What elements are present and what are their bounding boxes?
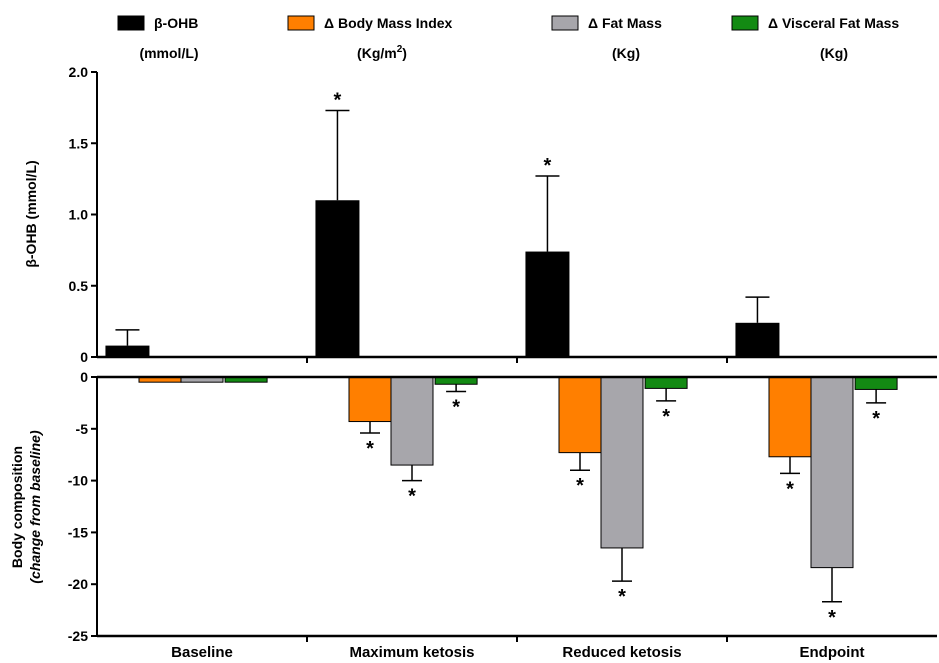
- vfat-significance-marker: *: [872, 408, 880, 430]
- bohb-significance-marker: *: [544, 155, 552, 177]
- x-category-label: Reduced ketosis: [562, 644, 681, 661]
- vfat-bar: [644, 376, 688, 389]
- bmi-significance-marker: *: [366, 438, 374, 460]
- bottom-y-tick-label: -5: [76, 421, 89, 437]
- legend-label-vfat: Δ Visceral Fat Mass: [768, 15, 899, 31]
- bottom-panel: 0 -5 -10 -15 -20 -25 Body composition (change f…: [9, 369, 898, 644]
- top-y-tick-label: 0.5: [69, 278, 89, 294]
- top-y-axis-title: β-OHB (mmol/L): [23, 160, 39, 267]
- bmi-bar: [558, 376, 602, 454]
- bohb-bar: [315, 200, 360, 357]
- bottom-y-axis-subtitle: (change from baseline): [27, 430, 43, 584]
- top-y-tick-label: 0: [80, 349, 88, 365]
- bohb-bar: [735, 322, 780, 357]
- bohb-bar: [525, 251, 570, 357]
- x-axis: Baseline Maximum ketosis Reduced ketosis En…: [97, 355, 937, 661]
- x-category-label: Endpoint: [800, 644, 865, 661]
- fat-significance-marker: *: [828, 607, 836, 629]
- fat-bar: [390, 376, 434, 466]
- top-y-tick-label: 1.5: [69, 135, 89, 151]
- bohb-bar: [105, 345, 150, 357]
- legend-label-bohb: β-OHB: [154, 15, 198, 31]
- legend-unit-bmi: (Kg/m2): [357, 44, 407, 61]
- legend-swatch-bmi: [287, 15, 315, 31]
- legend-unit-fat: (Kg): [612, 45, 640, 61]
- bohb-significance-marker: *: [334, 89, 342, 111]
- legend-label-fat: Δ Fat Mass: [588, 15, 662, 31]
- vfat-bar: [854, 376, 898, 390]
- legend: β-OHB (mmol/L) Δ Body Mass Index (Kg/m2) Δ F…: [117, 15, 899, 61]
- legend-unit-bohb: (mmol/L): [139, 45, 198, 61]
- legend-unit-vfat: (Kg): [820, 45, 848, 61]
- fat-bar: [810, 376, 854, 569]
- legend-swatch-bohb: [117, 15, 145, 31]
- bottom-y-tick-label: -20: [68, 576, 88, 592]
- bmi-significance-marker: *: [786, 478, 794, 500]
- legend-swatch-fat: [551, 15, 579, 31]
- bmi-significance-marker: *: [576, 475, 584, 497]
- x-category-label: Maximum ketosis: [349, 644, 474, 661]
- bottom-y-tick-label: -10: [68, 473, 88, 489]
- top-y-tick-label: 1.0: [69, 207, 89, 223]
- top-y-tick-label: 2.0: [69, 64, 89, 80]
- bottom-y-tick-label: -15: [68, 524, 88, 540]
- top-panel: 0 0.5 1.0 1.5 2.0 β-OHB (mmol/L) * *: [23, 64, 780, 365]
- vfat-significance-marker: *: [452, 397, 460, 419]
- x-category-label: Baseline: [171, 644, 233, 661]
- bmi-bar: [348, 376, 392, 423]
- bottom-y-tick-label: 0: [80, 369, 88, 385]
- legend-label-bmi: Δ Body Mass Index: [324, 15, 453, 31]
- bmi-bar: [768, 376, 812, 458]
- legend-swatch-vfat: [731, 15, 759, 31]
- vfat-significance-marker: *: [662, 406, 670, 428]
- fat-significance-marker: *: [408, 486, 416, 508]
- fat-bar: [600, 376, 644, 549]
- bottom-y-tick-label: -25: [68, 628, 88, 644]
- fat-significance-marker: *: [618, 586, 626, 608]
- bottom-y-axis-title: Body composition: [9, 446, 25, 568]
